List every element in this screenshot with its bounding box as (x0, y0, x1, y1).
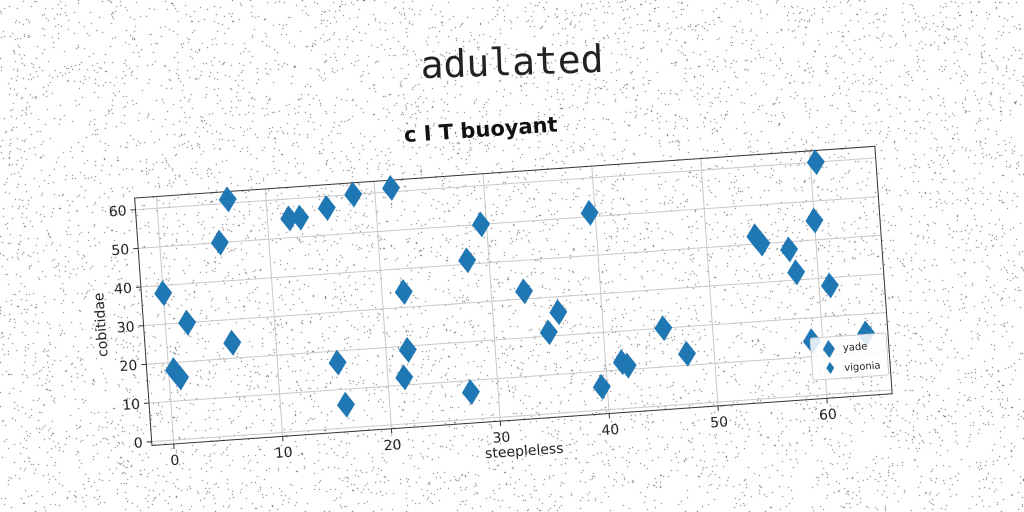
data-point-yade (805, 207, 824, 234)
y-axis-label: cobitidae (91, 292, 111, 357)
data-point-yade (780, 236, 799, 263)
y-gridline (138, 196, 879, 249)
legend-marker-yade (822, 340, 835, 359)
data-point-yade (223, 329, 242, 356)
data-point-yade (820, 272, 839, 299)
data-point-yade (218, 186, 237, 213)
data-point-yade (382, 174, 400, 201)
axis-ticks: 0 10 20 30 40 50 60 0 10 20 30 40 50 60 (108, 203, 838, 470)
x-gridline (373, 181, 392, 429)
y-gridline (143, 273, 884, 327)
y-tick-label: 50 (111, 242, 130, 259)
y-gridline (148, 350, 890, 404)
x-axis-label: steepleless (485, 441, 564, 462)
y-gridline (151, 389, 892, 443)
data-point-yade (317, 195, 336, 221)
x-gridline (264, 188, 284, 437)
x-tick-label: 60 (819, 407, 838, 424)
data-point-yade (618, 352, 637, 379)
x-tick-label: 10 (274, 445, 293, 462)
x-tick-label: 30 (492, 429, 511, 446)
data-point-yade (472, 211, 491, 238)
data-point-yade (461, 379, 480, 406)
data-point-yade (337, 391, 355, 418)
data-point-yade (515, 278, 534, 305)
data-point-yade (171, 364, 190, 391)
y-tick-label: 60 (108, 203, 127, 220)
legend-label-vigonia: vigonia (844, 360, 881, 374)
data-point-yade (210, 229, 229, 256)
data-point-yade (806, 149, 825, 176)
y-gridline (135, 157, 876, 211)
data-point-yade (787, 259, 806, 286)
legend-label-yade: yade (843, 341, 868, 354)
data-point-yade (549, 299, 568, 326)
data-point-yade (154, 280, 173, 307)
y-tick-label: 20 (119, 358, 138, 375)
data-point-yade (328, 349, 347, 376)
x-tick-label: 20 (383, 437, 402, 454)
y-tick-label: 30 (116, 319, 135, 336)
chart-title: c I T buoyant (403, 112, 558, 147)
data-points (154, 149, 876, 418)
data-point-yade (178, 309, 197, 336)
data-point-yade (539, 319, 558, 346)
x-tick-label: 0 (170, 453, 180, 470)
x-gridline (155, 196, 175, 445)
data-point-yade (678, 340, 696, 367)
data-point-yade (280, 205, 299, 232)
data-point-yade (344, 181, 363, 208)
y-tick-label: 0 (133, 435, 143, 452)
x-tick-label: 50 (710, 414, 729, 431)
data-point-yade (395, 364, 414, 391)
y-tick-label: 10 (122, 397, 141, 414)
plot-frame (134, 145, 893, 447)
x-tick-label: 40 (601, 422, 620, 439)
legend: yade vigonia (809, 332, 890, 381)
x-gridline (700, 158, 719, 406)
grid (135, 150, 892, 445)
data-point-yade (752, 230, 771, 257)
y-tick-label: 40 (114, 281, 133, 298)
x-gridline (482, 173, 501, 422)
legend-marker-vigonia (826, 362, 835, 374)
data-point-yade (592, 373, 611, 400)
data-point-yade (291, 204, 310, 231)
x-gridline (591, 166, 610, 414)
y-gridline (146, 312, 887, 365)
data-point-yade (580, 199, 599, 226)
data-point-yade (398, 336, 417, 363)
data-point-yade (394, 278, 413, 305)
data-point-yade (654, 315, 673, 342)
data-point-yade (458, 247, 477, 274)
